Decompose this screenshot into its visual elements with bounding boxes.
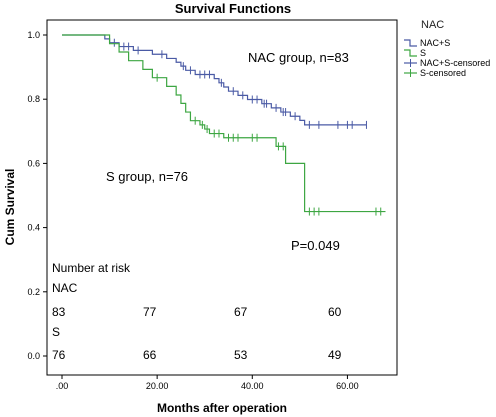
legend-title: NAC <box>421 19 444 31</box>
legend-entry-label: S-censored <box>420 68 466 78</box>
risk-title: Number at risk <box>52 261 131 275</box>
y-tick-label: 1.0 <box>27 30 40 40</box>
y-tick-label: 0.6 <box>27 158 40 168</box>
y-axis-title: Cum Survival <box>3 169 17 246</box>
y-tick-label: 0.2 <box>27 287 40 297</box>
risk-nac-20: 77 <box>143 305 157 319</box>
risk-nac-60: 60 <box>328 305 342 319</box>
risk-nac-40: 67 <box>234 305 248 319</box>
nac-group-label: NAC group, n=83 <box>248 50 349 65</box>
series-line-s <box>62 34 386 213</box>
y-tick-label: 0.0 <box>27 351 40 361</box>
risk-s-20: 66 <box>143 348 157 362</box>
s-group-label: S group, n=76 <box>106 169 188 184</box>
series-line-nac-s <box>62 34 367 126</box>
legend-entry-label: S <box>420 48 426 58</box>
legend-line-swatch <box>404 49 417 57</box>
risk-s-0: 76 <box>52 348 66 362</box>
x-tick-label: .00 <box>56 381 69 391</box>
x-tick-label: 60.00 <box>336 381 359 391</box>
legend-entry-label: NAC+S-censored <box>420 58 490 68</box>
x-tick-label: 40.00 <box>241 381 264 391</box>
x-tick-label: 20.00 <box>146 381 169 391</box>
risk-nac-0: 83 <box>52 305 66 319</box>
series-layer <box>62 34 386 216</box>
x-axis-title: Months after operation <box>157 401 287 415</box>
y-ticks: 0.0 0.2 0.4 0.6 0.8 1.0 <box>27 30 47 361</box>
y-tick-label: 0.8 <box>27 94 40 104</box>
risk-s-60: 49 <box>328 348 342 362</box>
legend-line-swatch <box>404 39 417 47</box>
risk-row-label-nac: NAC <box>52 281 78 295</box>
chart-title: Survival Functions <box>175 1 291 16</box>
x-ticks: .00 20.00 40.00 60.00 <box>56 375 359 391</box>
y-tick-label: 0.4 <box>27 223 40 233</box>
legend-entry-label: NAC+S <box>420 38 450 48</box>
p-value-label: P=0.049 <box>291 238 340 253</box>
risk-row-label-s: S <box>52 325 60 339</box>
risk-s-40: 53 <box>234 348 248 362</box>
plot-frame <box>46 19 398 376</box>
